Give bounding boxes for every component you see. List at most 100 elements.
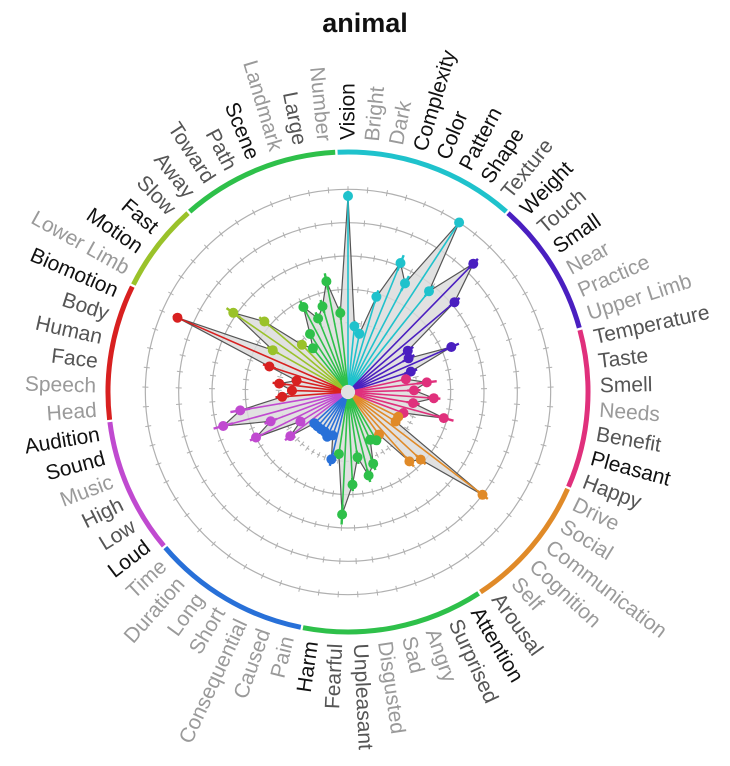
spoke-weight [352, 263, 474, 388]
spoke-cognition [352, 396, 422, 461]
spoke-biomotion [177, 316, 342, 390]
point-scene [313, 313, 324, 324]
label-speech: Speech [25, 373, 97, 398]
point-temperature [400, 374, 411, 385]
point-sound [218, 421, 229, 431]
profile-polygon-layer [177, 195, 483, 515]
spoke-motion [232, 312, 343, 389]
spoke-bright [347, 326, 356, 385]
point-pain [326, 454, 337, 465]
spoke-low [299, 395, 343, 423]
spoke-arousal [351, 397, 380, 436]
point-vision [343, 191, 353, 201]
spoke-surprised [350, 398, 371, 441]
point-loud [285, 431, 296, 442]
spoke-short [324, 397, 345, 433]
point-fearful [337, 509, 348, 520]
group-arc-emotion [302, 591, 480, 635]
point-needs [428, 393, 439, 404]
label-unpleasant: Unpleasant [349, 643, 377, 750]
spoke-attention [351, 397, 378, 441]
point-practice [446, 342, 457, 352]
group-arc-vision [337, 149, 508, 214]
point-number [335, 308, 346, 318]
spoke-disgusted [348, 398, 359, 458]
group-ring-layer [105, 149, 591, 635]
spoke-pattern [350, 283, 406, 386]
spoke-speech [291, 389, 341, 393]
point-texture [424, 286, 434, 297]
group-arc-drive [479, 487, 570, 595]
group-arc-temporal [163, 545, 302, 630]
spoke-loud [289, 395, 343, 437]
spoke-happy [354, 393, 404, 414]
spoke-practice [354, 346, 452, 390]
spoke-complexity [349, 296, 378, 386]
point-lower-limb [267, 345, 278, 356]
point-pleasant [438, 413, 449, 424]
point-shape [454, 217, 465, 228]
spoke-face [279, 382, 341, 392]
spoke-duration [316, 396, 344, 427]
spoke-body [269, 365, 342, 391]
spoke-high [255, 394, 342, 439]
spoke-small [353, 350, 409, 389]
label-needs: Needs [598, 399, 660, 426]
point-self [404, 456, 415, 467]
spoke-scene [317, 318, 347, 386]
spoke-landmark [321, 306, 347, 386]
point-away [307, 343, 318, 354]
point-body [264, 361, 275, 372]
point-fast [259, 316, 270, 327]
spoke-drive [354, 394, 399, 418]
spoke-shape [351, 222, 460, 387]
point-human [291, 375, 302, 386]
point-large [321, 276, 332, 287]
spoke-social [353, 395, 397, 423]
spoke-music [270, 393, 342, 423]
group-arc-gustation [566, 329, 591, 488]
point-time [309, 418, 320, 429]
spoke-head [282, 391, 341, 398]
point-path [298, 302, 309, 312]
spoke-path [302, 306, 346, 386]
spoke-upper-limb [354, 370, 412, 391]
spoke-away [312, 347, 345, 387]
spoke-benefit [354, 392, 414, 404]
point-surprised [365, 434, 376, 445]
point-near [403, 353, 414, 364]
group-arc-motion [131, 211, 190, 286]
profile-polygon [177, 195, 483, 515]
label-head: Head [46, 399, 98, 426]
label-vision: Vision [337, 83, 360, 140]
point-motion [228, 307, 239, 318]
point-slow [296, 339, 307, 350]
spoke-number [339, 312, 349, 385]
spoke-unpleasant [347, 399, 354, 485]
spoke-communication [353, 395, 483, 496]
spoke-pain [330, 398, 348, 460]
spoke-lower-limb [272, 349, 343, 390]
point-upper-limb [405, 366, 416, 377]
point-social [390, 416, 401, 427]
spoke-fearful [341, 399, 349, 515]
spoke-human [296, 379, 342, 392]
spoke-long [320, 397, 345, 430]
points-layer [172, 191, 489, 525]
spoke-angry [349, 398, 374, 464]
label-harm: Harm [293, 640, 323, 694]
group-arc-audition [107, 421, 166, 548]
point-color [395, 258, 406, 268]
spoke-texture [351, 290, 430, 387]
point-pattern [400, 278, 410, 289]
point-taste [421, 377, 432, 388]
point-cognition [415, 454, 426, 465]
point-head [277, 391, 288, 402]
spoke-sound [222, 393, 342, 427]
point-toward [305, 329, 315, 339]
spoke-near [353, 357, 409, 390]
point-unpleasant [347, 479, 358, 490]
spoke-audition [240, 392, 342, 412]
spoke-fast [263, 320, 344, 389]
point-touch [449, 297, 460, 308]
